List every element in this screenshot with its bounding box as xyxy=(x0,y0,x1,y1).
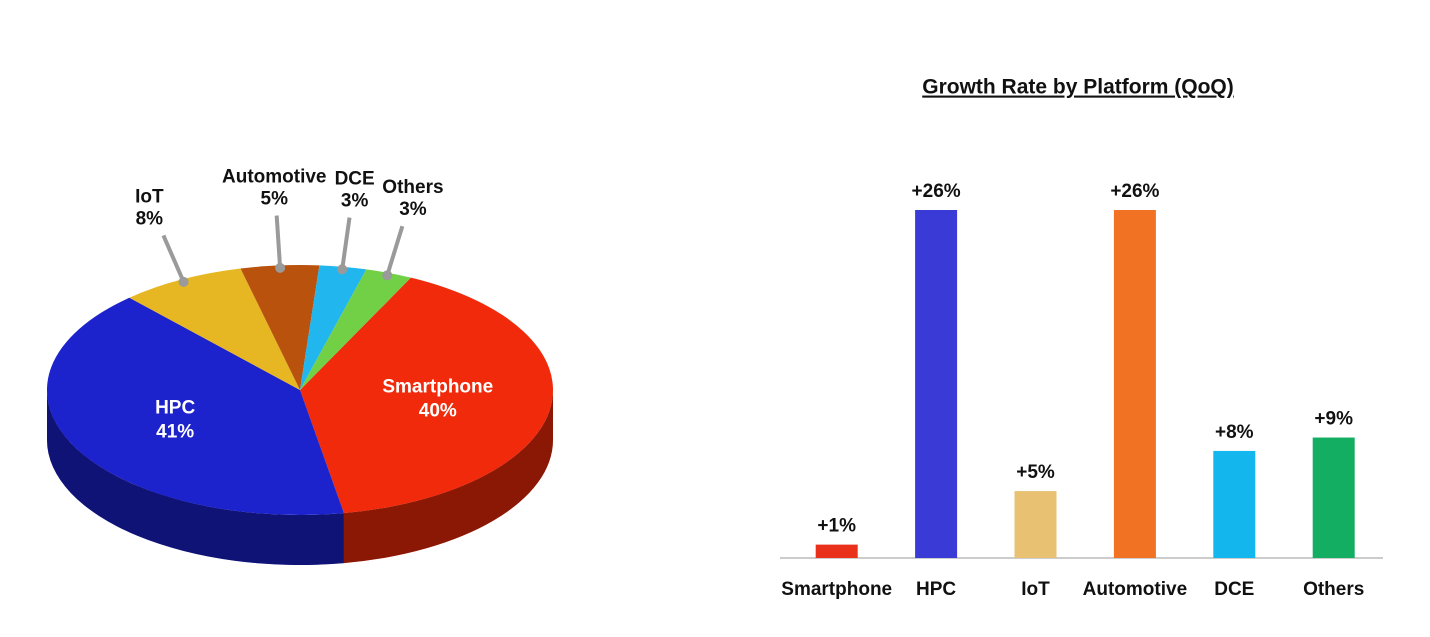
value-label: +26% xyxy=(1110,181,1159,202)
pie-side xyxy=(343,390,553,564)
value-label: +1% xyxy=(817,516,856,537)
value-label: +26% xyxy=(912,181,961,202)
slice-label: Smartphone xyxy=(382,377,493,398)
value-label: +9% xyxy=(1314,409,1353,430)
leader-dot xyxy=(275,262,286,273)
x-tick-label: DCE xyxy=(1214,579,1254,600)
pie-slice xyxy=(240,265,320,390)
slice-label: Others xyxy=(382,177,443,198)
pie-slice xyxy=(300,265,367,390)
x-tick-label: HPC xyxy=(916,579,956,600)
slice-value-label: 40% xyxy=(419,401,457,422)
x-tick-label: Others xyxy=(1303,579,1364,600)
pie-slice xyxy=(46,297,344,515)
x-tick-label: Smartphone xyxy=(781,579,892,600)
pie-side-shade xyxy=(343,390,553,564)
bar xyxy=(1113,210,1156,558)
slice-value-label: 5% xyxy=(261,189,289,210)
slice-label: HPC xyxy=(155,397,195,418)
leader-line xyxy=(274,215,283,269)
value-label: +5% xyxy=(1016,462,1055,483)
pie-side-shade xyxy=(47,390,344,565)
bar xyxy=(1213,450,1256,558)
pie-side xyxy=(47,390,344,565)
slice-label: Automotive xyxy=(222,167,327,188)
leader-line xyxy=(340,217,352,270)
slice-value-label: 41% xyxy=(156,421,194,442)
slice-value-label: 3% xyxy=(341,191,369,212)
leader-line xyxy=(385,225,405,276)
x-tick-label: IoT xyxy=(1021,579,1050,600)
bar xyxy=(1014,491,1057,558)
chart-title: Growth Rate by Platform (QoQ) xyxy=(922,76,1234,99)
bar xyxy=(815,544,858,558)
leader-line xyxy=(161,234,186,283)
pie-slice xyxy=(129,268,300,390)
pie-slice xyxy=(300,277,553,514)
pie-slice xyxy=(300,269,411,390)
value-label: +8% xyxy=(1215,422,1254,443)
leader-dot xyxy=(178,276,189,287)
x-tick-label: Automotive xyxy=(1083,579,1188,600)
bar xyxy=(915,210,958,558)
leader-dot xyxy=(382,270,393,281)
slice-value-label: 8% xyxy=(136,208,164,229)
slice-value-label: 3% xyxy=(399,199,427,220)
leader-dot xyxy=(337,264,348,275)
bar xyxy=(1312,437,1355,558)
slice-label: DCE xyxy=(335,169,375,190)
slice-label: IoT xyxy=(135,186,164,207)
